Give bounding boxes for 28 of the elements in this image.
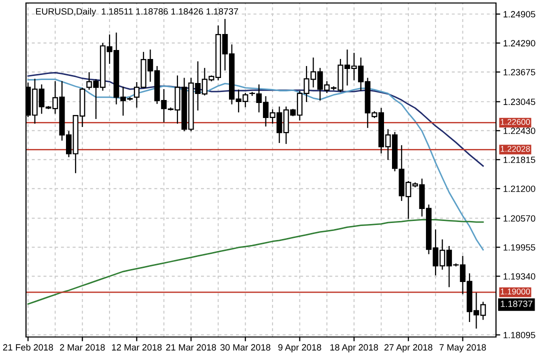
ref-line-label: 1.22600 — [500, 118, 530, 125]
ref-line-label: 1.22028 — [500, 146, 530, 152]
x-tick-label: 21 Feb 2018 — [3, 344, 53, 351]
x-tick-label: 7 May 2018 — [440, 344, 486, 352]
text: 1.18737 — [500, 300, 532, 308]
x-tick-label: 12 Mar 2018 — [112, 344, 162, 351]
line-series — [27, 219, 484, 305]
y-tick-label: 1.23675 — [504, 68, 536, 76]
y-tick-label: 1.21815 — [504, 156, 536, 163]
text: EURUSD,Daily 1.18511 1.18786 1.18426 1.18737 — [36, 8, 238, 16]
x-tick-label: 2 Mar 2018 — [60, 344, 105, 351]
x-tick-label: 21 Mar 2018 — [166, 344, 216, 351]
y-tick-label: 1.22430 — [504, 128, 536, 134]
x-tick-label: 9 Apr 2018 — [278, 344, 322, 352]
y-tick-label: 1.18095 — [504, 332, 536, 338]
line-series — [27, 78, 484, 251]
x-tick-label: 27 Apr 2018 — [384, 344, 432, 352]
x-tick-label: 30 Mar 2018 — [220, 344, 270, 351]
y-tick-label: 1.23045 — [504, 98, 536, 106]
y-tick-label: 1.21200 — [504, 186, 536, 192]
y-tick-label: 1.20570 — [504, 215, 536, 222]
ref-line-label: 1.19000 — [500, 288, 530, 294]
y-tick-label: 1.19955 — [504, 244, 536, 251]
y-tick-label: 1.24290 — [504, 40, 536, 46]
line-series — [27, 72, 484, 167]
x-tick-label: 18 Apr 2018 — [330, 344, 378, 352]
y-tick-label: 1.24905 — [504, 11, 536, 18]
y-tick-label: 1.19340 — [504, 273, 536, 280]
